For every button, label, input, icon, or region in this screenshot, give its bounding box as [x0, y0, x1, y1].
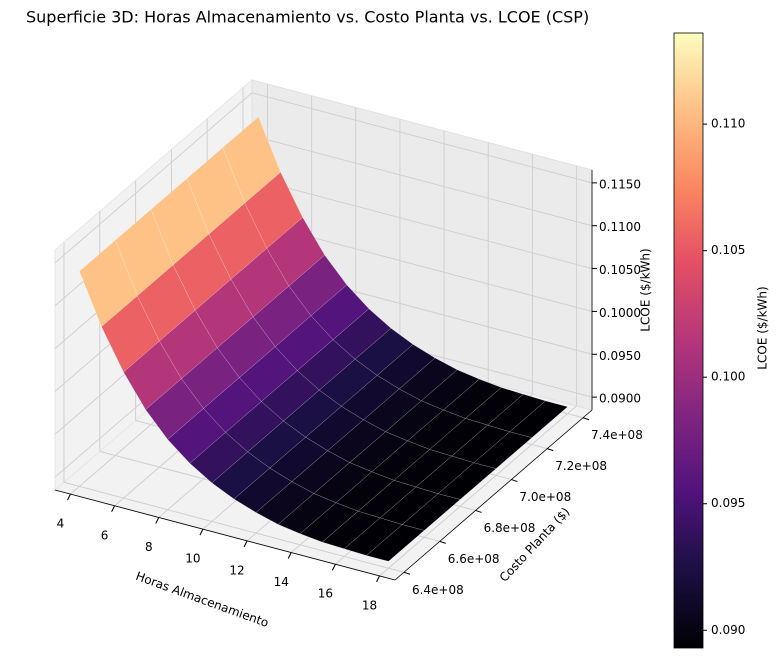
z-tick-label: 0.1100: [599, 220, 641, 234]
y-tick-label: 7.2e+08: [555, 459, 607, 473]
grid-line: [379, 405, 577, 577]
z-tick-label: 0.1050: [599, 263, 641, 277]
y-tick: [403, 571, 411, 575]
x-tick: [331, 563, 336, 571]
axis-line: [394, 409, 593, 581]
surface-patch: [473, 431, 533, 469]
x-tick: [199, 528, 204, 536]
colorbar-label: LCOE ($/kWh): [756, 286, 770, 369]
x-tick-label: 18: [362, 598, 377, 612]
y-tick-label: 6.4e+08: [412, 583, 464, 597]
x-tick-label: 14: [274, 575, 289, 589]
x-tick-label: 4: [57, 517, 65, 531]
y-tick-label: 6.8e+08: [484, 521, 536, 535]
z-tick-label: 0.0900: [599, 392, 641, 406]
x-tick-label: 6: [101, 528, 109, 542]
surface-patch: [365, 524, 425, 562]
axis-line: [54, 489, 396, 581]
grid-line: [251, 178, 593, 270]
colorbar-tick-label: 0.105: [711, 243, 745, 257]
x-tick: [67, 493, 71, 501]
z-axis-label: LCOE ($/kWh): [639, 248, 653, 331]
colorbar-tick-label: 0.100: [711, 370, 745, 384]
z-tick-label: 0.1150: [599, 177, 641, 191]
chart-title: Superficie 3D: Horas Almacenamiento vs. …: [26, 8, 589, 27]
z-tick-label: 0.0950: [599, 349, 641, 363]
y-tick: [439, 540, 446, 544]
x-axis-label: Horas Almacenamiento: [134, 569, 271, 630]
surface-patch: [509, 400, 569, 438]
x-tick-label: 12: [229, 563, 244, 577]
grid-line: [54, 92, 253, 264]
grid-line: [251, 135, 593, 227]
colorbar-tick-label: 0.095: [711, 496, 745, 510]
colorbar-tick-label: 0.090: [711, 623, 745, 637]
colorbar-tick-label: 0.110: [711, 117, 745, 131]
y-tick-label: 7.4e+08: [591, 428, 643, 442]
x-tick: [243, 540, 248, 548]
x-tick-label: 16: [318, 587, 333, 601]
y-tick: [547, 448, 554, 452]
y-tick-label: 7.0e+08: [519, 490, 571, 504]
grid-line: [251, 92, 593, 184]
x-tick: [111, 505, 116, 513]
y-tick: [475, 509, 482, 513]
y-tick: [511, 479, 518, 483]
y-tick: [582, 417, 590, 421]
x-tick-label: 10: [185, 552, 200, 566]
x-tick: [287, 552, 292, 559]
x-tick: [376, 575, 380, 583]
y-axis-label: Costo Planta ($): [497, 505, 573, 585]
y-tick-label: 6.6e+08: [448, 552, 500, 566]
colorbar: [673, 32, 704, 649]
z-tick-label: 0.1000: [599, 306, 641, 320]
x-tick-label: 8: [145, 540, 153, 554]
x-tick: [155, 517, 160, 524]
grid-line: [63, 481, 405, 573]
